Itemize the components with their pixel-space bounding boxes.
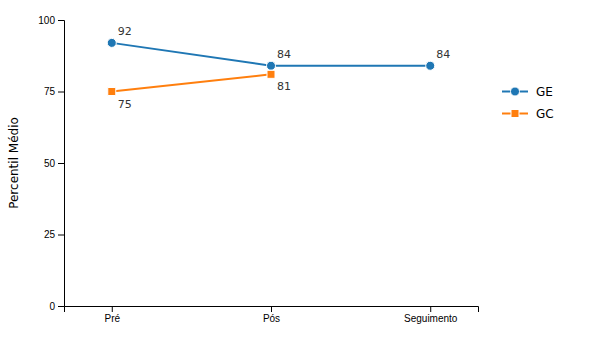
legend-swatch-marker (511, 110, 519, 118)
x-tick-mark (430, 306, 431, 312)
point-marker (426, 61, 435, 70)
x-tick-label: Pós (263, 313, 280, 324)
y-tick: 75 (44, 86, 64, 97)
x-tick-label: Pré (104, 313, 120, 324)
series-line (112, 74, 271, 91)
data-label: 92 (118, 25, 132, 38)
legend-item: GC (502, 107, 554, 121)
y-tick: 50 (44, 158, 64, 169)
point-marker (267, 70, 275, 78)
x-tick: Seguimento (404, 306, 458, 324)
x-tick-mark (112, 306, 113, 312)
marks (107, 38, 434, 95)
legend-swatch-marker (510, 87, 519, 96)
y-axis: 0 25 50 75 100 (38, 15, 64, 312)
data-label: 84 (436, 48, 450, 61)
data-label: 81 (277, 80, 291, 93)
legend-label: GE (536, 85, 553, 99)
x-tick: Pós (263, 306, 280, 324)
x-tick: Pré (104, 306, 120, 324)
data-labels: 92 84 84 75 81 (118, 25, 450, 111)
y-tick-label: 75 (44, 86, 56, 97)
x-axis: Pré Pós Seguimento (65, 306, 479, 324)
y-tick-mark (58, 20, 64, 21)
y-tick-label: 50 (44, 158, 56, 169)
y-tick-mark (58, 306, 64, 307)
plot: 0 25 50 75 100 Pré Pós Seguimento Percentil Médi… (7, 15, 479, 324)
y-axis-title: Percentil Médio (7, 117, 21, 209)
y-tick-mark (58, 163, 64, 164)
data-label: 75 (118, 98, 132, 111)
y-tick: 0 (49, 301, 64, 312)
legend-item: GE (502, 85, 553, 99)
y-tick: 25 (44, 229, 64, 240)
x-axis-line (65, 307, 479, 313)
data-label: 84 (277, 48, 291, 61)
legend-label: GC (536, 107, 554, 121)
y-tick: 100 (38, 15, 64, 26)
legend: GE GC (502, 85, 554, 121)
y-axis-line (58, 21, 65, 307)
point-marker (108, 88, 116, 96)
y-tick-mark (58, 235, 64, 236)
point-marker (266, 61, 275, 70)
chart: 0 25 50 75 100 Pré Pós Seguimento Percentil Médi… (0, 0, 598, 346)
y-tick-mark (58, 92, 64, 93)
point-marker (107, 38, 116, 47)
x-tick-mark (271, 306, 272, 312)
y-tick-label: 100 (38, 15, 55, 26)
x-tick-label: Seguimento (404, 313, 458, 324)
y-tick-label: 25 (44, 229, 56, 240)
y-tick-label: 0 (49, 301, 55, 312)
